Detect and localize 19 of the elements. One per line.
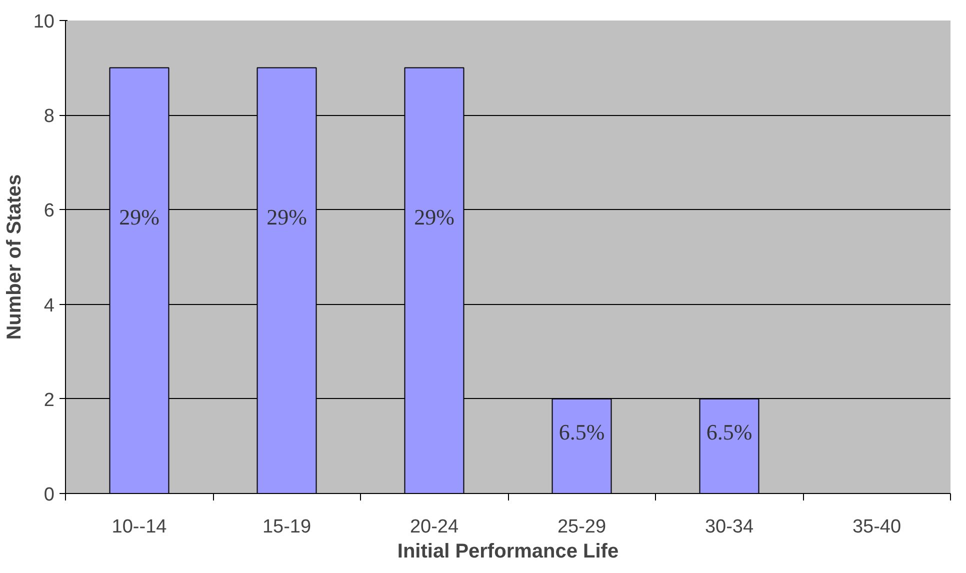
x-tick-label: 20-24: [410, 516, 459, 538]
annotation: 29%: [119, 204, 160, 230]
annotation: 6.5%: [558, 420, 605, 445]
x-tick-label: 35-40: [852, 516, 902, 538]
x-tick-label: 25-29: [557, 516, 606, 538]
y-tick-label: 6: [44, 200, 55, 222]
y-tick-label: 0: [44, 484, 55, 506]
y-tick-label: 10: [33, 12, 55, 32]
annotation: 29%: [266, 204, 307, 230]
x-tick-label: 30-34: [704, 516, 754, 538]
annotation: 29%: [414, 204, 454, 230]
x-tick-label: 10--14: [112, 516, 168, 538]
y-tick-label: 8: [44, 106, 55, 128]
x-tick-label: 15-19: [262, 516, 312, 538]
y-tick-label: 4: [44, 295, 55, 316]
y-tick-label: 2: [44, 390, 55, 411]
y-axis-title: Number of States: [3, 174, 26, 340]
annotation: 6.5%: [706, 420, 752, 445]
x-axis-title: Initial Performance Life: [397, 540, 619, 562]
